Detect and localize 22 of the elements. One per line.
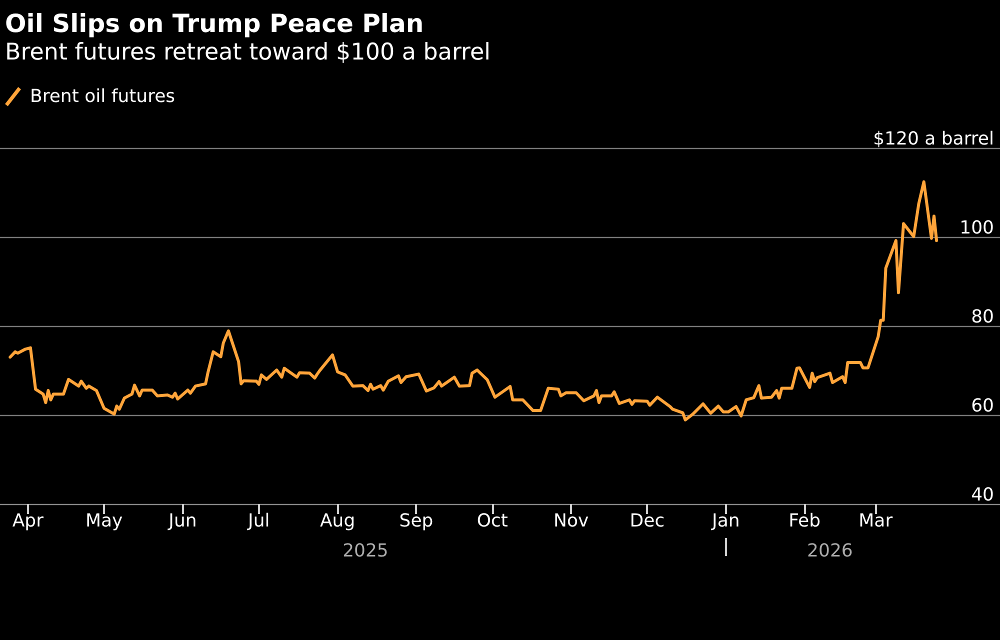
x-tick-label: Sep: [399, 510, 434, 532]
y-tick-label: 40: [971, 484, 994, 506]
x-tick-label: May: [85, 510, 124, 532]
x2-tick-label: 2025: [342, 540, 388, 562]
x2-tick-label: 2026: [807, 540, 853, 562]
x-tick-label: Aug: [320, 510, 356, 532]
x-tick-label: Nov: [553, 510, 589, 532]
x-tick-label: Mar: [858, 510, 894, 532]
x-tick-label: Jul: [247, 510, 270, 532]
y-tick-label: 80: [971, 306, 994, 328]
legend-label: Brent oil futures: [30, 86, 176, 108]
x-tick-label: Apr: [12, 510, 44, 532]
chart-subtitle: Brent futures retreat toward $100 a barrel: [5, 40, 491, 66]
x-tick-label: Dec: [630, 510, 665, 532]
y-tick-label: 60: [971, 396, 994, 416]
x-tick-label: Jun: [168, 510, 197, 532]
y-tick-label: $120 a barrel: [873, 128, 994, 150]
x-tick-label: Jan: [711, 510, 740, 532]
chart-title: Oil Slips on Trump Peace Plan: [5, 9, 424, 38]
y-tick-label: 100: [960, 218, 994, 238]
x-tick-label: Oct: [476, 510, 508, 532]
x-tick-label: Feb: [788, 510, 821, 532]
